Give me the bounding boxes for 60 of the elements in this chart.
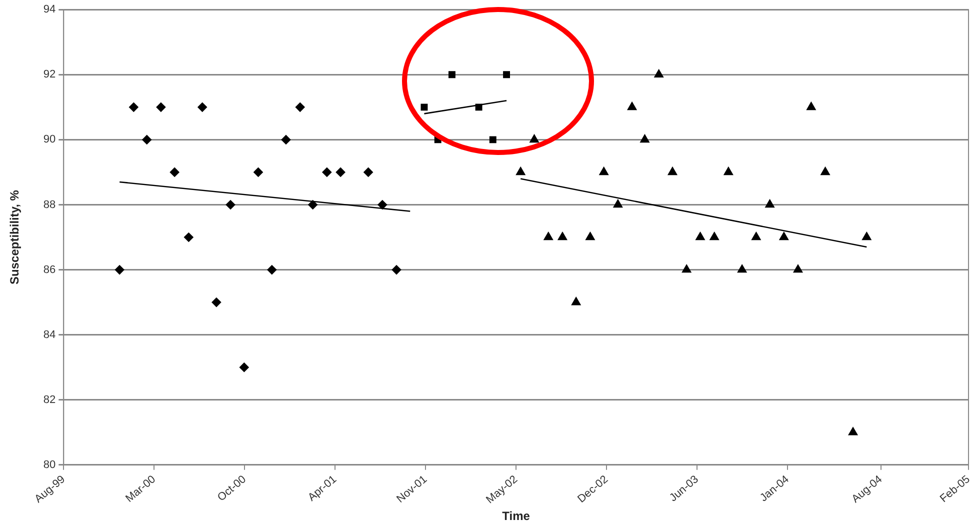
point bbox=[503, 71, 510, 78]
y-tick-label: 92 bbox=[43, 68, 56, 81]
y-tick-label: 90 bbox=[43, 134, 56, 146]
point bbox=[627, 102, 637, 110]
point bbox=[599, 167, 608, 176]
point bbox=[448, 71, 456, 78]
point bbox=[226, 200, 236, 210]
point bbox=[848, 427, 858, 436]
point bbox=[654, 69, 664, 78]
point bbox=[724, 167, 733, 176]
point bbox=[212, 298, 222, 307]
point bbox=[240, 362, 249, 372]
point bbox=[267, 265, 277, 274]
point bbox=[682, 264, 692, 273]
point bbox=[668, 167, 678, 176]
point bbox=[820, 167, 830, 176]
point bbox=[862, 232, 872, 240]
point bbox=[752, 232, 761, 240]
point bbox=[378, 200, 388, 210]
point bbox=[308, 200, 318, 210]
point bbox=[156, 102, 166, 112]
point bbox=[475, 104, 482, 111]
point bbox=[114, 265, 124, 274]
point bbox=[420, 104, 428, 111]
point bbox=[640, 134, 650, 143]
point bbox=[489, 136, 496, 144]
point bbox=[142, 135, 152, 144]
x-axis-title: Time bbox=[502, 509, 530, 524]
point bbox=[364, 168, 373, 177]
point bbox=[586, 232, 595, 240]
y-tick-label: 80 bbox=[43, 458, 56, 471]
point bbox=[322, 168, 332, 177]
point bbox=[558, 232, 568, 240]
point bbox=[806, 102, 816, 110]
point bbox=[184, 232, 194, 242]
y-tick-label: 84 bbox=[43, 328, 56, 341]
point bbox=[530, 134, 539, 143]
point bbox=[336, 168, 346, 177]
point bbox=[129, 102, 138, 112]
y-tick-label: 86 bbox=[43, 264, 56, 276]
y-tick-label: 82 bbox=[43, 394, 56, 406]
y-tick-label: 94 bbox=[43, 4, 56, 16]
point bbox=[613, 200, 622, 208]
y-axis-title: Susceptibility, % bbox=[8, 190, 22, 284]
point bbox=[170, 168, 180, 177]
point bbox=[254, 168, 263, 177]
point bbox=[738, 264, 747, 273]
point bbox=[295, 102, 305, 112]
point bbox=[572, 297, 581, 306]
point bbox=[392, 265, 402, 274]
point bbox=[198, 102, 207, 112]
point bbox=[516, 167, 526, 176]
y-tick-label: 88 bbox=[43, 198, 56, 211]
point bbox=[779, 232, 788, 240]
point bbox=[765, 200, 774, 208]
point bbox=[281, 135, 291, 144]
point bbox=[544, 232, 553, 240]
point bbox=[793, 264, 803, 273]
point bbox=[710, 232, 719, 240]
point bbox=[696, 232, 705, 240]
